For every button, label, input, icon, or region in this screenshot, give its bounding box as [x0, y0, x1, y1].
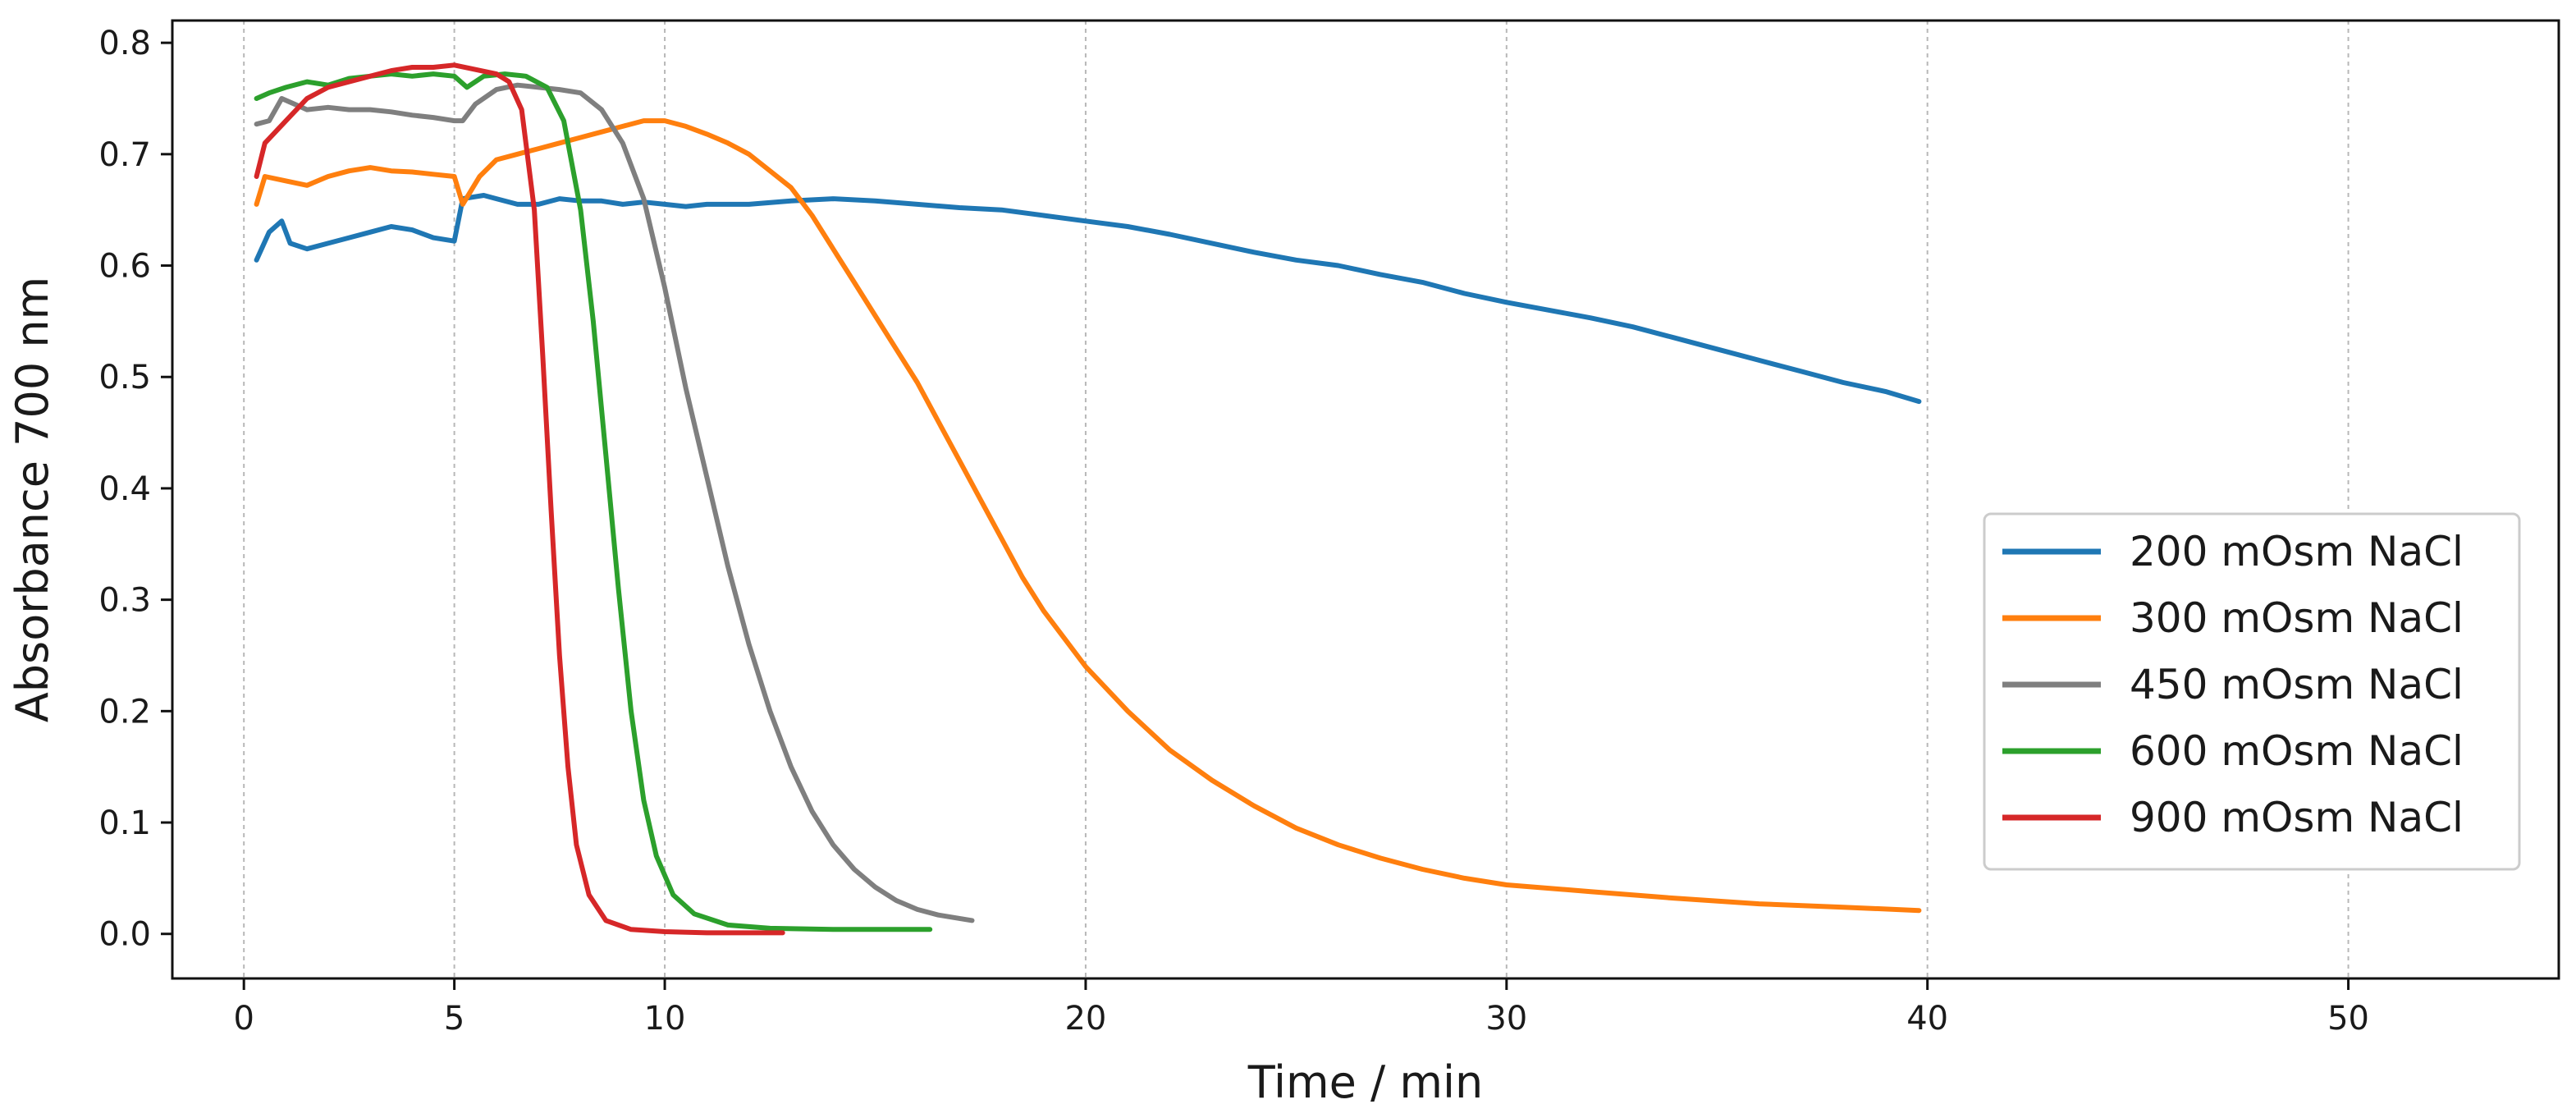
y-tick-label: 0.3: [98, 582, 151, 620]
y-tick-label: 0.4: [98, 470, 151, 508]
y-tick-label: 0.6: [98, 248, 151, 286]
legend-box: [1983, 512, 2521, 871]
legend-label: 200 mOsm NaCl: [2130, 528, 2464, 575]
y-tick-label: 0.1: [98, 804, 151, 842]
axis-ticks: 0 5 10 20 30 40 50 0.0 0.1 0.2 0.3 0.4 0.5 0.6 0.7 0.8: [98, 25, 2369, 1038]
x-tick-label: 20: [1064, 1000, 1106, 1038]
y-tick-label: 0.7: [98, 136, 151, 174]
series-layer: [254, 62, 1922, 936]
x-tick-label: 0: [233, 1000, 254, 1038]
series-line-300-mosm: [254, 118, 1922, 914]
plot-frame: [171, 19, 2560, 980]
y-tick-label: 0.8: [98, 25, 151, 62]
series-line-900-mosm: [254, 62, 785, 936]
x-axis-label: Time / min: [1247, 1056, 1484, 1108]
legend-label: 900 mOsm NaCl: [2130, 794, 2464, 841]
series-line-200-mosm: [254, 193, 1922, 405]
x-tick-label: 5: [444, 1000, 464, 1038]
legend: 200 mOsm NaCl 300 mOsm NaCl 450 mOsm NaCl 6…: [1983, 512, 2521, 871]
y-tick-label: 0.2: [98, 693, 151, 731]
x-tick-label: 50: [2327, 1000, 2369, 1038]
legend-label: 600 mOsm NaCl: [2130, 727, 2464, 775]
series-line-600-mosm: [254, 71, 933, 932]
x-tick-label: 30: [1485, 1000, 1527, 1038]
y-tick-label: 0.5: [98, 359, 151, 396]
legend-label: 300 mOsm NaCl: [2130, 594, 2464, 642]
series-line-450-mosm: [254, 82, 975, 923]
x-tick-label: 40: [1906, 1000, 1948, 1038]
y-tick-label: 0.0: [98, 916, 151, 954]
y-axis-label: Absorbance 700 nm: [7, 277, 58, 722]
legend-label: 450 mOsm NaCl: [2130, 661, 2464, 708]
x-tick-label: 10: [644, 1000, 686, 1038]
